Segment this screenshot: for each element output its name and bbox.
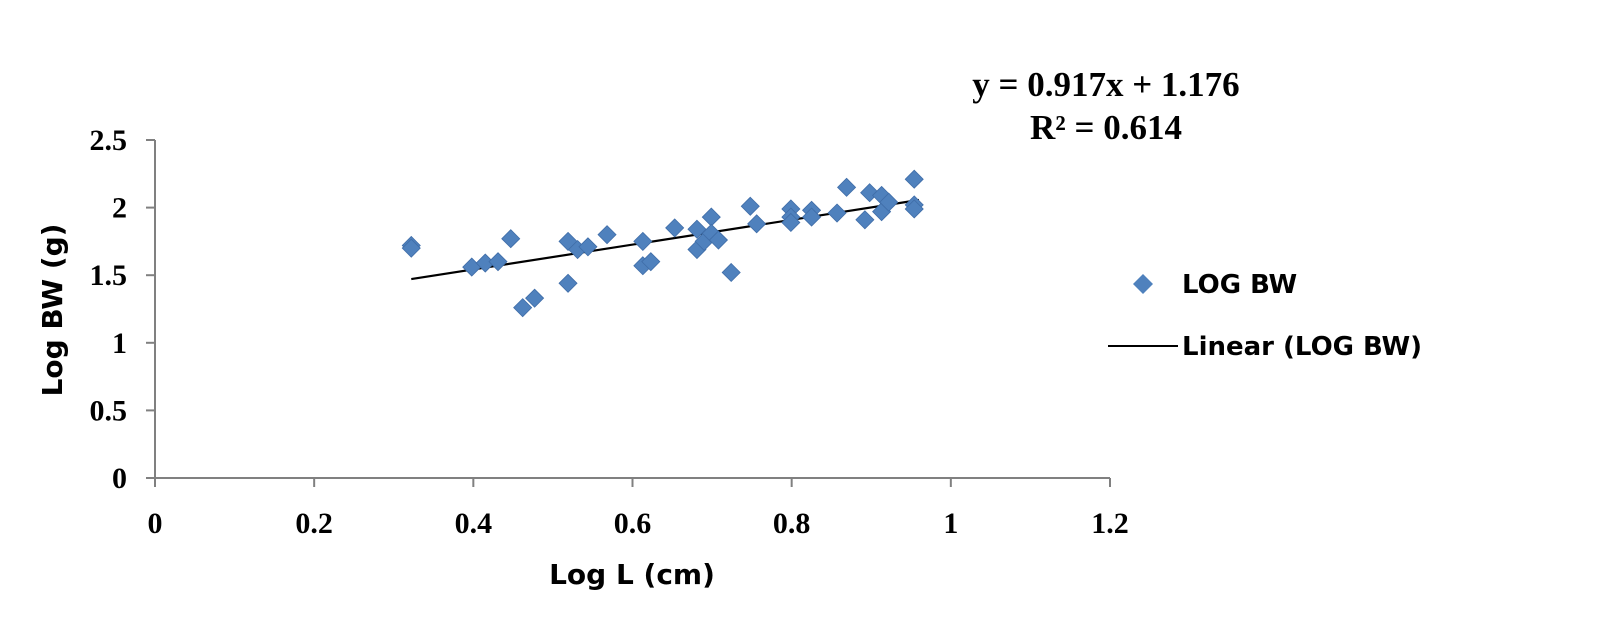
- y-axis-title: Log BW (g): [36, 224, 69, 397]
- data-point: [501, 229, 521, 249]
- data-point: [597, 225, 617, 245]
- data-point: [827, 203, 847, 223]
- y-tick-label: 2.5: [90, 124, 128, 157]
- x-tick-label: 0.4: [455, 507, 493, 540]
- x-tick-label: 0.8: [773, 507, 811, 540]
- x-tick-label: 0.2: [295, 507, 333, 540]
- data-point: [701, 207, 721, 227]
- data-point: [747, 214, 767, 234]
- data-point: [488, 252, 508, 272]
- data-point: [687, 219, 707, 239]
- data-point: [558, 273, 578, 293]
- x-tick-label: 1.2: [1091, 507, 1129, 540]
- y-tick-label: 2: [112, 192, 127, 225]
- data-point: [633, 231, 653, 251]
- data-point: [513, 298, 533, 318]
- y-tick-label: 1: [112, 327, 127, 360]
- data-point: [525, 288, 545, 308]
- y-axis-ticks: 0 0.5 1 1.5 2 2.5: [90, 124, 155, 495]
- x-tick-label: 0.6: [614, 507, 652, 540]
- data-point: [708, 230, 729, 250]
- data-points: [401, 169, 924, 318]
- legend-marker-diamond: [1133, 274, 1153, 294]
- data-point: [781, 212, 801, 233]
- x-tick-label: 1: [943, 507, 958, 540]
- r-squared-label: R² = 0.614: [1030, 108, 1182, 147]
- legend-label-scatter: LOG BW: [1182, 270, 1297, 300]
- data-point: [801, 207, 822, 227]
- x-axis-title: Log L (cm): [549, 558, 715, 591]
- data-point: [721, 262, 741, 283]
- data-point: [837, 177, 857, 197]
- legend-label-trendline: Linear (LOG BW): [1182, 332, 1422, 362]
- data-point: [904, 199, 924, 219]
- data-point: [578, 237, 598, 257]
- y-tick-label: 1.5: [90, 259, 128, 292]
- y-tick-label: 0.5: [90, 394, 128, 427]
- data-point: [401, 238, 421, 258]
- data-point: [879, 192, 899, 212]
- data-point: [740, 196, 760, 216]
- data-point: [665, 218, 685, 238]
- x-axis-ticks: 0 0.2 0.4 0.6 0.8 1 1.2: [148, 478, 1129, 540]
- data-point: [904, 169, 924, 189]
- regression-equation: y = 0.917x + 1.176: [972, 65, 1239, 104]
- data-point: [855, 210, 875, 230]
- data-point: [641, 252, 661, 272]
- x-tick-label: 0: [148, 507, 163, 540]
- legend: LOG BW Linear (LOG BW): [1108, 270, 1422, 362]
- y-tick-label: 0: [112, 462, 127, 495]
